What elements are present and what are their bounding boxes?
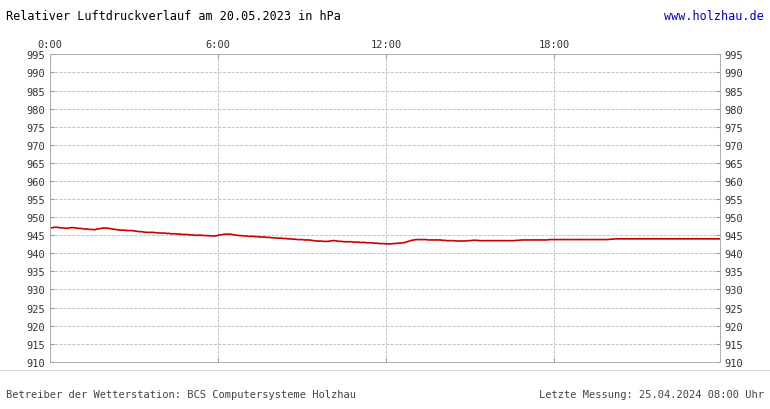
Text: Betreiber der Wetterstation: BCS Computersysteme Holzhau: Betreiber der Wetterstation: BCS Compute… <box>6 389 357 399</box>
Text: Relativer Luftdruckverlauf am 20.05.2023 in hPa: Relativer Luftdruckverlauf am 20.05.2023… <box>6 10 341 23</box>
Text: www.holzhau.de: www.holzhau.de <box>664 10 764 23</box>
Text: Letzte Messung: 25.04.2024 08:00 Uhr: Letzte Messung: 25.04.2024 08:00 Uhr <box>539 389 764 399</box>
